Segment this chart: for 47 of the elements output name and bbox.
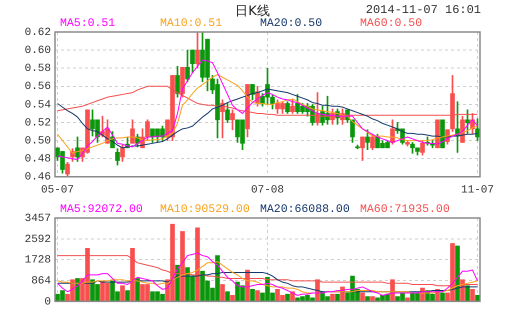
y-tick-label: 0.58 <box>24 63 51 76</box>
text: MA10:0.51 <box>160 17 222 30</box>
text: MA20:0.50 <box>260 17 324 30</box>
y-tick-label: 0 <box>44 296 51 308</box>
y-tick-label: 1728 <box>24 254 51 267</box>
chart-title: 日K线 <box>235 4 270 19</box>
bar <box>285 294 290 302</box>
bar <box>470 289 475 302</box>
bar <box>440 292 445 302</box>
text: MA5:92072.00 <box>60 203 144 216</box>
y-tick-label: 0.50 <box>24 136 51 148</box>
x-tick-label: 05-07 <box>40 184 74 196</box>
y-tick-label: 0.46 <box>24 172 51 184</box>
bar <box>365 296 370 302</box>
y-tick-label: 0.48 <box>24 154 51 166</box>
bar <box>60 290 65 302</box>
bar <box>455 246 460 302</box>
x-tick-label: 07-08 <box>250 184 284 196</box>
bar <box>75 278 80 302</box>
bar <box>135 278 140 302</box>
x-tick-label: 11-07 <box>460 184 494 196</box>
y-tick-label: 0.62 <box>24 26 51 39</box>
y-tick-label: 0.52 <box>24 117 51 130</box>
text: MA60:0.50 <box>360 17 424 30</box>
y-tick-label: 0.54 <box>24 99 52 112</box>
bar <box>225 291 230 302</box>
y-tick-label: 0.60 <box>24 45 51 58</box>
text: MA60:71935.00 <box>360 203 451 216</box>
bar <box>360 292 365 302</box>
bar <box>230 295 235 302</box>
y-tick-label: 3457 <box>24 212 51 225</box>
bar <box>255 290 260 302</box>
text: MA5:0.51 <box>60 17 116 30</box>
bar <box>335 294 340 302</box>
y-tick-label: 2592 <box>24 234 51 246</box>
text: MA10:90529.00 <box>160 203 251 216</box>
bar <box>370 296 375 302</box>
bar <box>220 284 225 302</box>
bar <box>465 285 470 302</box>
bar <box>250 289 255 302</box>
y-tick-label: 864 <box>31 275 52 288</box>
y-tick-label: 0.56 <box>24 81 51 94</box>
chart-subtitle: 2014-11-07 16:01 <box>366 3 481 17</box>
bar <box>330 294 335 302</box>
bar <box>125 290 130 302</box>
bar <box>120 285 125 302</box>
text: MA20:66088.00 <box>260 203 351 216</box>
